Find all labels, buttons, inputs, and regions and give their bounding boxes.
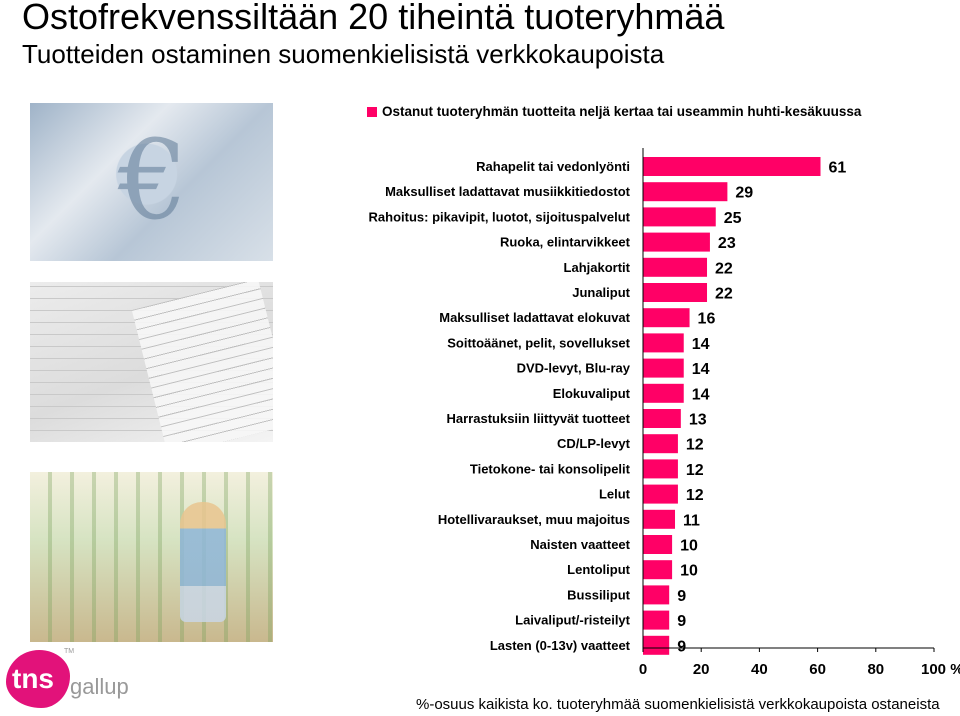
data-label: 61 — [829, 160, 847, 177]
bar — [643, 409, 681, 428]
category-label: Lahjakortit — [564, 260, 631, 275]
bar — [643, 157, 821, 176]
bar — [643, 232, 710, 252]
data-label: 22 — [715, 286, 733, 303]
sheet-music-photo — [30, 282, 273, 442]
category-label: Junaliput — [572, 285, 630, 300]
category-label: Ruoka, elintarvikkeet — [500, 235, 631, 250]
category-label: CD/LP-levyt — [557, 436, 631, 451]
category-label: Lasten (0-13v) vaatteet — [490, 638, 631, 653]
bar — [643, 383, 684, 403]
data-label: 14 — [692, 361, 710, 378]
bars-layer: Rahapelit tai vedonlyönti 61 Maksulliset l… — [369, 157, 847, 655]
x-tick-label: 40 — [751, 661, 768, 678]
category-label: DVD-levyt, Blu-ray — [517, 361, 631, 376]
bar — [643, 283, 708, 302]
bar — [643, 585, 670, 605]
page-subtitle: Tuotteiden ostaminen suomenkielisistä ve… — [22, 39, 665, 69]
data-label: 9 — [677, 638, 686, 655]
bar — [643, 560, 673, 580]
bar — [643, 509, 676, 529]
page-title: Ostofrekvenssiltään 20 tiheintä tuoteryh… — [22, 0, 725, 37]
bar — [643, 207, 716, 227]
euro-photo: € — [30, 103, 273, 261]
category-label: Soittoäänet, pelit, sovellukset — [447, 335, 630, 350]
category-label: Tietokone- tai konsolipelit — [470, 461, 631, 476]
category-label: Bussiliput — [567, 587, 631, 602]
data-label: 29 — [735, 185, 753, 202]
bar — [643, 358, 684, 378]
category-label: Lentoliput — [567, 562, 630, 577]
data-label: 10 — [680, 563, 698, 580]
axis-layer: 0 20 40 60 80 100 % — [639, 148, 960, 678]
bar — [643, 535, 673, 554]
category-label: Hotellivaraukset, muu majoitus — [438, 512, 630, 527]
data-label: 22 — [715, 260, 733, 277]
bar — [643, 257, 708, 277]
chart-legend: Ostanut tuoteryhmän tuotteita neljä kert… — [367, 104, 861, 119]
category-label: Rahoitus: pikavipit, luotot, sijoituspal… — [369, 209, 631, 224]
x-tick-label: 20 — [693, 661, 710, 678]
tns-logo-blob — [6, 650, 70, 708]
data-label: 16 — [698, 311, 716, 328]
x-tick-label: 80 — [867, 661, 884, 678]
category-label: Lelut — [599, 487, 631, 502]
data-label: 13 — [689, 412, 707, 429]
category-label: Naisten vaatteet — [530, 537, 630, 552]
bar — [643, 182, 728, 202]
data-label: 12 — [686, 437, 704, 454]
category-label: Laivaliput/-risteilyt — [515, 613, 631, 628]
data-label: 14 — [692, 336, 710, 353]
bar — [643, 308, 690, 328]
logo-trademark: TM — [64, 648, 75, 655]
x-tick-label: 60 — [809, 661, 826, 678]
category-label: Maksulliset ladattavat elokuvat — [439, 310, 630, 325]
footnote: %-osuus kaikista ko. tuoteryhmää suomenk… — [416, 696, 940, 713]
bar — [643, 434, 678, 454]
data-label: 11 — [683, 512, 700, 529]
bar — [643, 459, 678, 479]
data-label: 12 — [686, 462, 704, 479]
legend-swatch — [367, 106, 377, 117]
euro-symbol: € — [118, 116, 188, 244]
data-label: 9 — [677, 613, 686, 630]
data-label: 9 — [677, 588, 686, 605]
data-label: 14 — [692, 386, 710, 403]
bar — [643, 484, 678, 504]
bar — [643, 333, 684, 353]
bar — [643, 610, 670, 630]
data-label: 12 — [686, 487, 704, 504]
bar — [643, 635, 670, 655]
logo-brand: gallup — [70, 674, 129, 699]
category-label: Maksulliset ladattavat musiikkitiedostot — [385, 184, 631, 199]
logo-wordmark: tns — [12, 663, 54, 694]
category-label: Harrastuksiin liittyvät tuotteet — [447, 411, 631, 426]
category-label: Rahapelit tai vedonlyönti — [476, 159, 630, 174]
legend-label: Ostanut tuoteryhmän tuotteita neljä kert… — [382, 104, 862, 119]
data-label: 23 — [718, 235, 736, 252]
grocery-store-photo — [30, 472, 273, 642]
data-label: 25 — [724, 210, 742, 227]
x-tick-label: 100 % — [921, 661, 960, 678]
category-label: Elokuvaliput — [553, 386, 631, 401]
shopper-figure — [180, 502, 226, 622]
data-label: 10 — [680, 538, 698, 555]
x-tick-label: 0 — [639, 661, 647, 678]
